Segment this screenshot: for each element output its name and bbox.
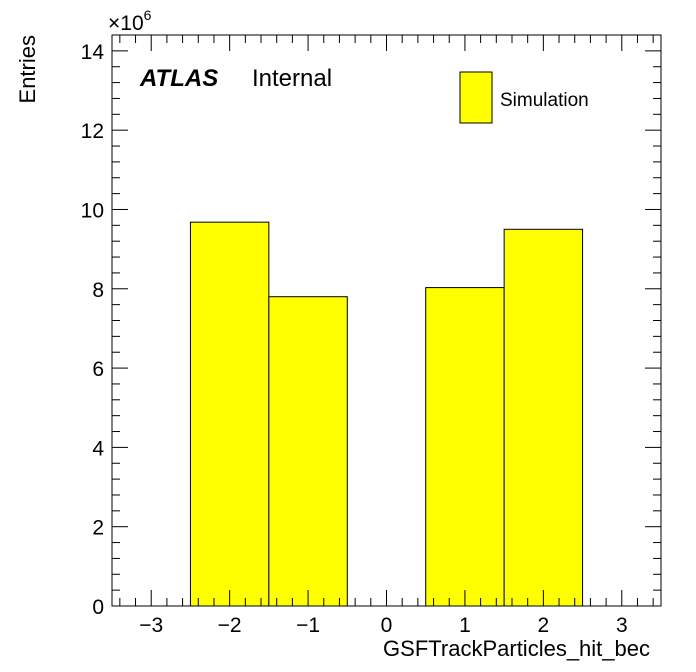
y-tick-label: 4 bbox=[92, 437, 104, 460]
y-tick-label: 10 bbox=[81, 199, 104, 222]
legend-entry-simulation: Simulation bbox=[500, 90, 589, 111]
x-tick-label: 2 bbox=[538, 614, 550, 637]
y-multiplier: ×106 bbox=[108, 7, 152, 35]
y-multiplier-exponent: 6 bbox=[144, 7, 152, 23]
x-tick-label: −2 bbox=[218, 614, 242, 637]
y-axis-ticks: 0 2 4 6 8 10 12 14 bbox=[81, 41, 661, 619]
x-tick-label: −1 bbox=[296, 614, 320, 637]
x-tick-label: −3 bbox=[139, 614, 163, 637]
y-tick-label: 8 bbox=[92, 279, 104, 302]
y-tick-label: 12 bbox=[81, 120, 104, 143]
histogram-bar bbox=[425, 287, 505, 607]
x-axis-title: GSFTrackParticles_hit_bec bbox=[383, 636, 650, 661]
histogram-bar bbox=[503, 228, 584, 607]
histogram-bars bbox=[189, 221, 584, 607]
histogram-bar bbox=[189, 221, 270, 607]
x-axis-ticks: −3 −2 −1 0 1 2 3 bbox=[119, 35, 654, 637]
x-tick-label: 0 bbox=[381, 614, 393, 637]
y-tick-label: 6 bbox=[92, 358, 104, 381]
internal-label: Internal bbox=[252, 65, 332, 92]
x-tick-label: 1 bbox=[459, 614, 471, 637]
histogram-bar bbox=[268, 296, 348, 607]
y-axis-title: Entries bbox=[15, 35, 40, 103]
atlas-label: ATLAS bbox=[139, 65, 218, 92]
y-tick-label: 0 bbox=[92, 596, 104, 619]
y-tick-label: 2 bbox=[92, 517, 104, 540]
y-tick-label: 14 bbox=[81, 41, 105, 64]
x-tick-label: 3 bbox=[616, 614, 628, 637]
legend-swatch bbox=[459, 71, 493, 124]
y-multiplier-base: ×10 bbox=[108, 12, 144, 35]
